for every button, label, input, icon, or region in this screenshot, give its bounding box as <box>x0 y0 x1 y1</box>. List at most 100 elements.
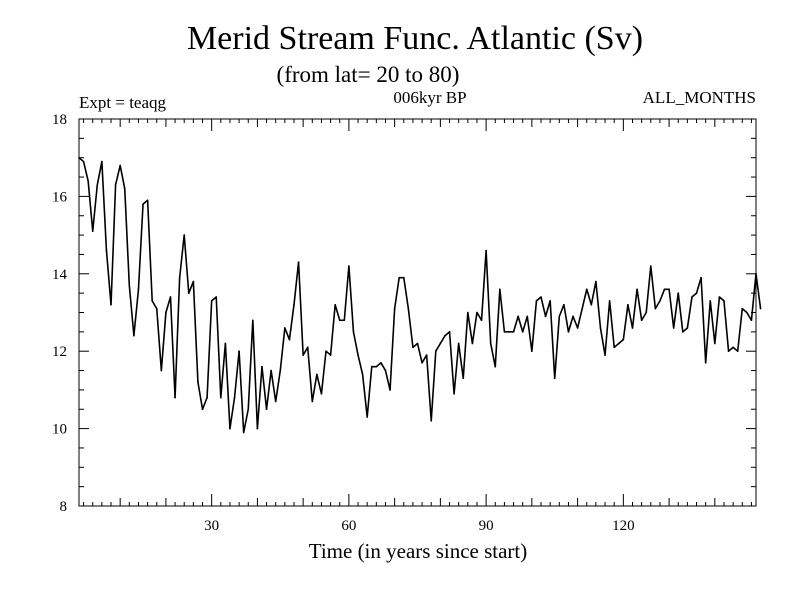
data-point <box>242 431 245 434</box>
data-point <box>137 288 140 291</box>
data-point <box>462 377 465 380</box>
x-tick-label: 60 <box>341 518 356 534</box>
chart-subtitle: (from lat= 20 to 80) <box>277 62 460 87</box>
data-point <box>723 300 725 302</box>
data-point <box>526 315 529 318</box>
x-tick-label: 120 <box>612 518 635 534</box>
data-point <box>421 362 423 364</box>
data-point <box>316 373 318 376</box>
data-point <box>604 354 606 356</box>
y-tick-label: 8 <box>60 499 68 515</box>
data-point <box>201 408 204 411</box>
data-point <box>357 354 359 356</box>
data-point <box>142 203 144 205</box>
data-point <box>192 280 195 283</box>
data-point <box>206 396 208 399</box>
data-point <box>558 315 561 318</box>
data-point <box>238 350 240 353</box>
data-point <box>457 342 460 345</box>
data-point <box>183 234 186 236</box>
data-point <box>123 187 126 190</box>
data-point <box>732 346 734 349</box>
data-point <box>329 354 332 356</box>
data-point <box>270 369 272 372</box>
data-point <box>517 315 519 318</box>
data-point <box>494 365 497 368</box>
data-point <box>549 300 551 302</box>
data-point <box>384 369 387 372</box>
experiment-label: Expt = teaqg <box>79 93 167 112</box>
data-point <box>416 342 419 345</box>
data-point <box>256 427 259 430</box>
data-point <box>375 365 378 368</box>
y-tick-label: 18 <box>52 112 67 128</box>
axis-tick-labels: 30 60 90 120 8 10 12 14 16 18 <box>52 112 635 534</box>
data-point <box>82 160 85 163</box>
data-point <box>128 284 131 287</box>
data-point <box>590 303 593 306</box>
data-point <box>512 331 515 333</box>
data-point <box>682 331 684 333</box>
data-point <box>311 400 314 403</box>
data-point <box>174 396 176 399</box>
data-point <box>165 311 167 314</box>
data-point <box>553 377 556 380</box>
data-point <box>727 350 730 353</box>
y-tick-label: 10 <box>52 422 67 438</box>
data-point <box>151 300 153 302</box>
data-point <box>119 164 121 167</box>
data-point <box>471 342 474 345</box>
data-point <box>617 342 620 345</box>
y-tick-label: 16 <box>52 189 68 205</box>
data-point <box>521 331 524 333</box>
x-axis-label: Time (in years since start) <box>309 539 528 563</box>
data-point <box>608 300 611 302</box>
series-line <box>78 157 762 434</box>
data-point <box>348 265 350 267</box>
data-point <box>366 416 368 418</box>
data-point <box>439 342 442 345</box>
data-point <box>448 331 451 333</box>
data-point <box>563 303 565 306</box>
data-point <box>320 392 323 395</box>
data-point <box>540 296 542 298</box>
data-point <box>636 288 638 291</box>
data-points <box>78 156 762 434</box>
data-point <box>224 342 227 345</box>
data-point <box>709 300 712 302</box>
data-point <box>96 183 99 186</box>
data-point <box>265 408 268 411</box>
data-point <box>78 156 80 159</box>
data-point <box>480 319 483 322</box>
data-point <box>741 307 744 310</box>
data-point <box>434 350 437 353</box>
data-point <box>631 327 634 329</box>
data-point <box>599 327 602 329</box>
data-point <box>279 369 282 372</box>
data-point <box>187 292 190 294</box>
data-point <box>672 327 675 329</box>
data-point <box>746 311 748 314</box>
data-point <box>178 276 181 279</box>
data-point <box>325 350 327 353</box>
data-point <box>572 315 574 318</box>
data-point <box>453 392 455 395</box>
data-point <box>407 307 410 310</box>
data-point <box>425 354 428 356</box>
data-point <box>430 420 433 422</box>
data-point <box>700 276 702 279</box>
axis-ticks <box>79 118 756 507</box>
data-point <box>261 365 263 368</box>
x-tick-label: 30 <box>204 518 219 534</box>
data-point <box>155 307 158 310</box>
data-point <box>485 249 487 252</box>
data-point <box>389 389 391 391</box>
data-point <box>284 327 286 329</box>
data-point <box>567 331 570 333</box>
data-point <box>755 273 757 275</box>
data-point <box>393 307 396 310</box>
data-point <box>476 311 478 314</box>
data-point <box>160 369 163 372</box>
data-point <box>101 160 103 163</box>
